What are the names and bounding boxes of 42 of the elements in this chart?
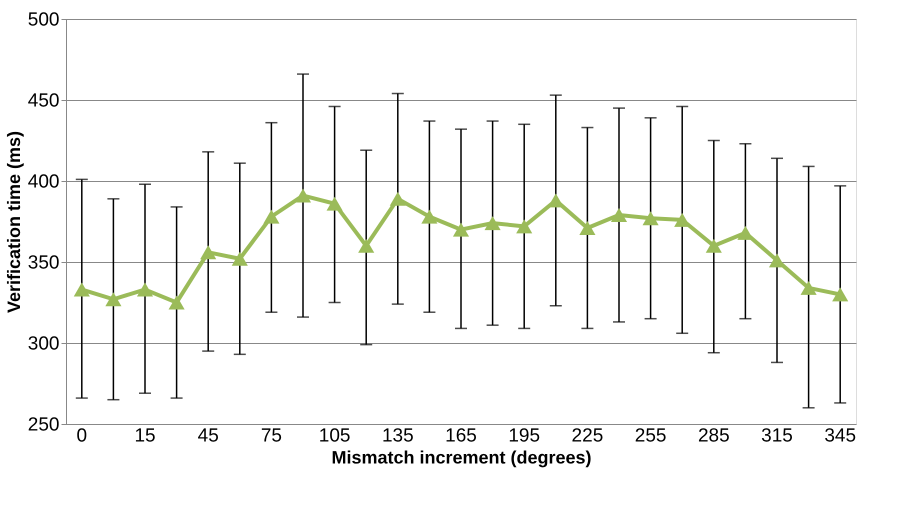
y-tick-label: 400 [28,172,60,192]
point [579,221,596,235]
x-tick-label: 135 [382,426,414,446]
point [358,238,374,253]
y-axis-title: Verification time (ms) [4,130,24,314]
point [105,292,122,306]
x-tick-label: 225 [572,426,604,446]
point [326,196,343,211]
point [706,238,722,253]
y-tick-label: 300 [28,334,60,354]
point [74,282,90,297]
point [294,188,312,203]
point [390,192,406,206]
x-tick-label: 15 [134,426,156,446]
x-tick-label: 255 [634,426,666,446]
point [263,210,280,224]
point [516,219,532,234]
x-tick-label: 105 [318,426,350,446]
x-tick-label: 195 [508,426,540,446]
y-tick-label: 350 [28,252,60,274]
point [200,245,216,260]
x-tick-label: 75 [260,426,282,446]
x-tick-label: 285 [698,426,730,446]
x-tick-label: 345 [824,426,856,446]
point [800,280,817,295]
point [452,222,470,237]
x-tick-label: 45 [198,426,219,446]
point [484,216,501,230]
y-tick-label: 250 [28,414,60,436]
x-axis-title: Mismatch increment (degrees) [331,448,592,468]
point [642,211,659,226]
point [168,296,185,310]
point [610,208,628,222]
y-tick-label: 450 [28,90,60,112]
x-tick-label: 315 [761,426,793,446]
point [136,282,154,297]
point [232,252,248,266]
x-tick-label: 0 [76,426,88,446]
point [421,210,438,224]
x-tick-label: 165 [445,426,477,446]
point [832,287,848,302]
y-tick-label: 500 [28,10,60,30]
